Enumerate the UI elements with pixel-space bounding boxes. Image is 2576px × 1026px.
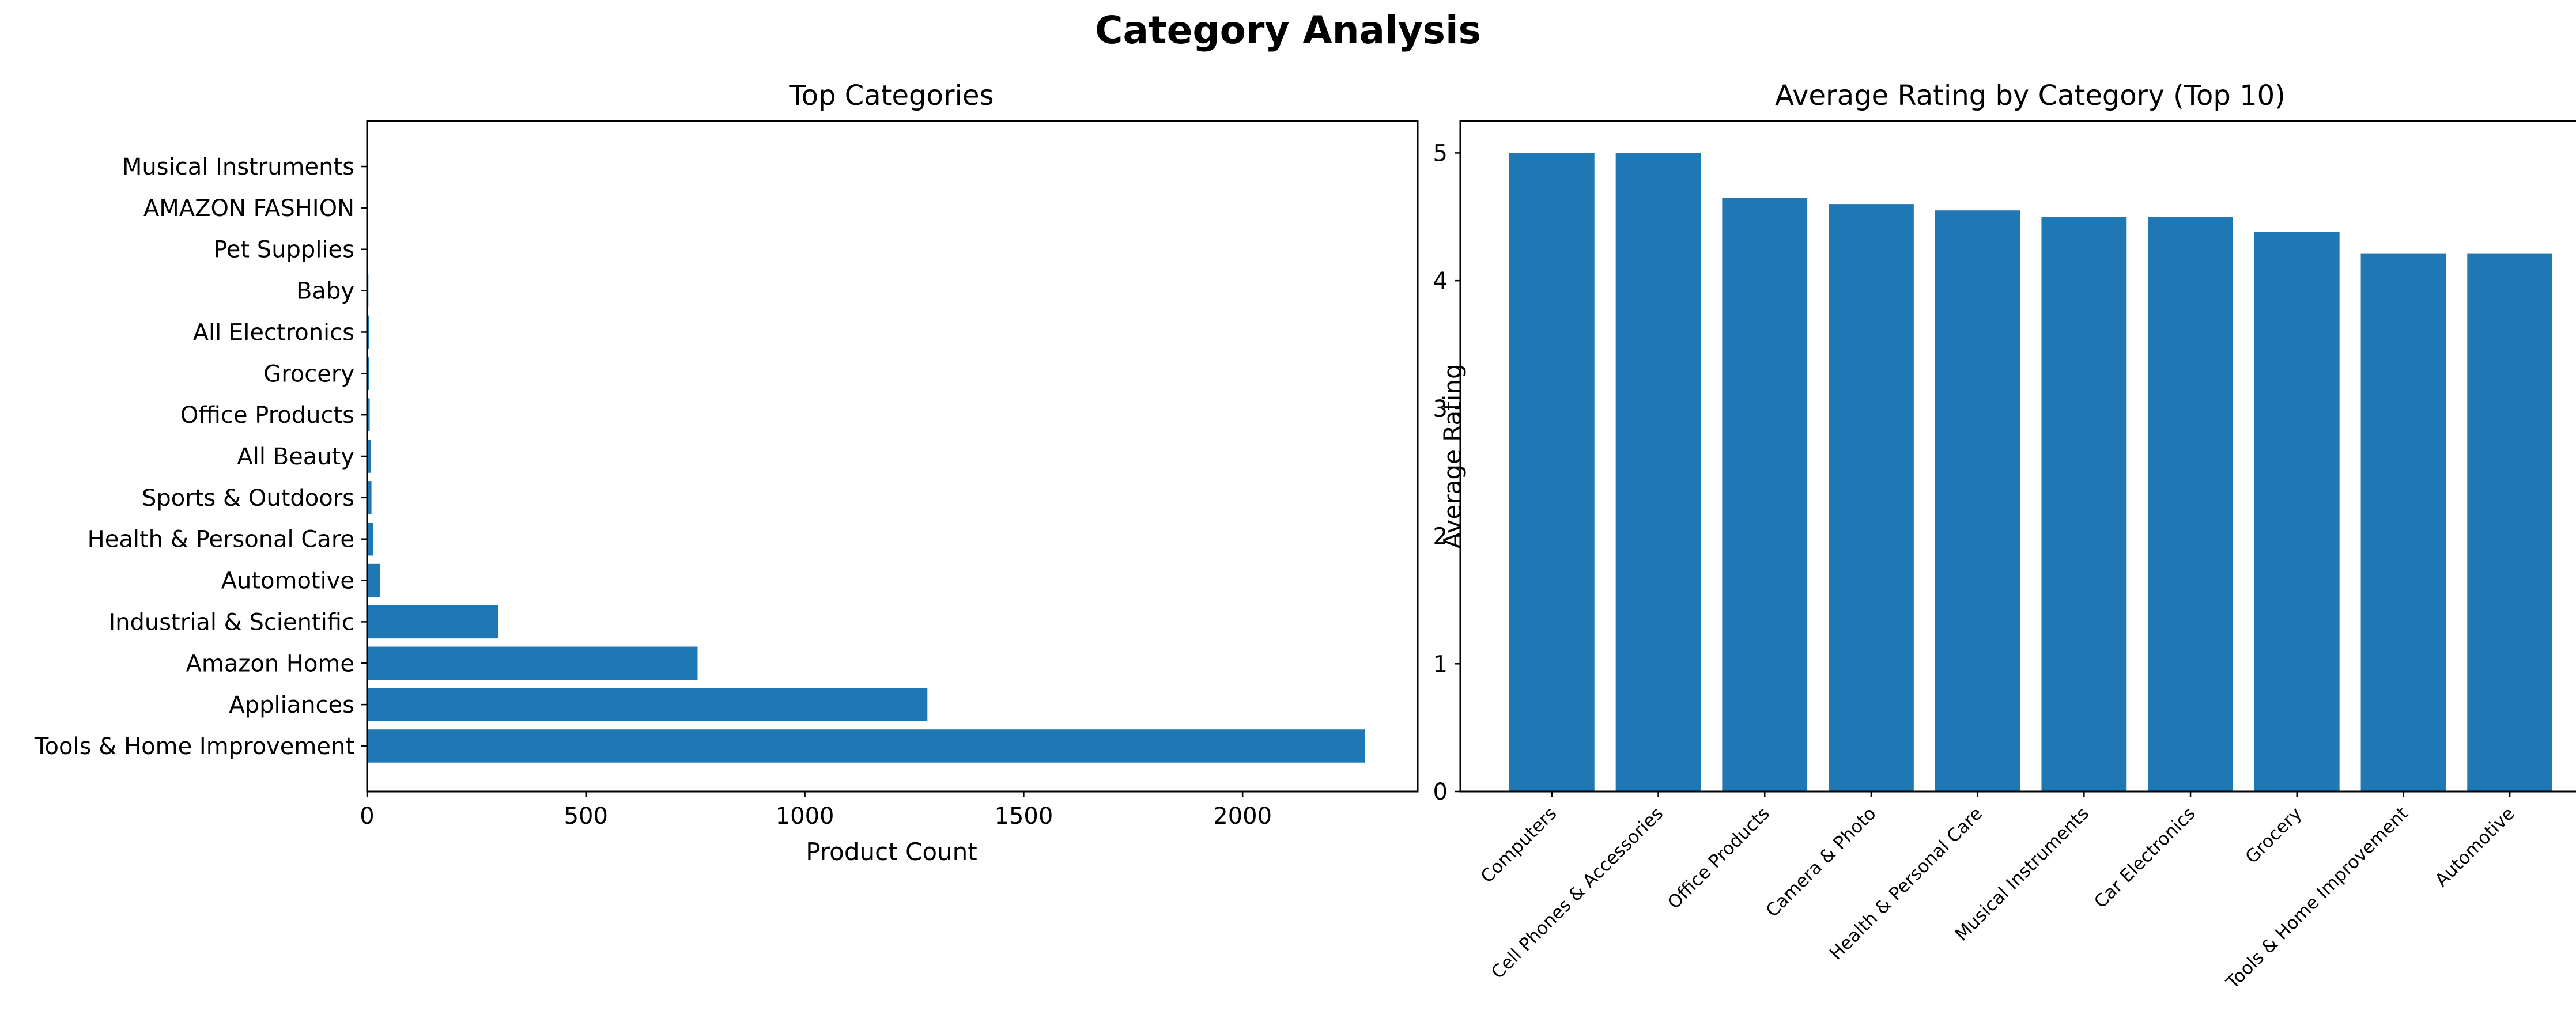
right-chart-bar [1935,210,2020,792]
right-chart-bar [1615,153,1701,792]
left-chart-y-tick-label: All Beauty [237,444,354,470]
right-chart-bar [1829,204,1914,792]
left-chart-x-tick-label: 500 [564,803,608,830]
left-chart-y-tick-label: Industrial & Scientific [108,609,354,635]
right-chart-y-ticks: 0 1 2 3 4 5 [1433,140,1460,805]
right-chart-title: Average Rating by Category (Top 10) [1775,79,2286,112]
left-chart-y-tick-label: Office Products [180,402,354,429]
left-chart-y-tick-label: Musical Instruments [122,154,354,180]
left-chart-y-tick-label: Appliances [229,692,354,718]
right-chart-bars [1509,153,2553,792]
left-chart-x-tick-label: 1000 [776,803,834,830]
left-chart-bar [367,646,698,680]
left-chart-x-ticks: 0 500 1000 1500 2000 [360,792,1272,830]
right-chart-x-tick-label: Computers [1477,803,1561,887]
right-chart: Average Rating by Category (Top 10) 0 1 2 3… [1433,79,2576,994]
left-chart-y-tick-label: AMAZON FASHION [143,195,354,222]
right-chart-frame [1459,120,2576,793]
left-chart-bars [367,150,1365,763]
left-chart-y-tick-label: All Electronics [193,319,354,346]
left-chart-bar [367,522,373,556]
left-chart-bar [367,688,928,721]
right-chart-bar [2041,217,2127,792]
left-chart: Top Categories Tools & Home Improvement A… [34,79,1419,866]
left-chart-y-tick-label: Automotive [221,568,354,595]
left-chart-y-tick-label: Pet Supplies [213,237,354,263]
left-chart-y-tick-label: Amazon Home [186,650,355,677]
left-chart-bar [367,440,371,473]
right-chart-y-tick-label: 4 [1433,268,1448,294]
right-chart-x-tick-label: Car Electronics [2090,803,2200,913]
left-chart-x-tick-label: 1500 [994,803,1053,830]
left-chart-y-tick-label: Sports & Outdoors [142,485,354,512]
right-chart-y-axis-label: Average Rating [1438,364,1467,548]
right-chart-x-tick-label: Tools & Home Improvement [2222,803,2412,993]
left-chart-bar [367,357,369,391]
left-chart-bar [367,481,372,514]
left-chart-bar [367,605,498,639]
right-chart-y-tick-label: 3 [1433,396,1448,422]
left-chart-bar [367,563,380,597]
left-chart-y-tick-label: Baby [296,278,354,305]
left-chart-bar [367,729,1365,763]
right-chart-x-tick-label: Cell Phones & Accessories [1487,803,1667,983]
right-chart-bar [2148,217,2233,792]
right-chart-y-tick-label: 0 [1433,779,1448,805]
right-chart-y-tick-label: 2 [1433,524,1448,550]
left-chart-bar [367,315,369,349]
right-chart-y-tick-label: 5 [1433,140,1448,166]
right-chart-x-tick-label: Automotive [2431,803,2519,891]
figure-title: Category Analysis [1095,8,1481,52]
right-chart-bar [2467,253,2553,792]
left-chart-x-tick-label: 0 [360,803,374,830]
left-chart-x-axis-label: Product Count [806,838,977,866]
right-chart-bar [2360,253,2446,792]
left-chart-title: Top Categories [789,79,994,112]
right-chart-x-tick-label: Office Products [1664,803,1774,913]
right-chart-bar [1509,153,1595,792]
right-chart-y-tick-label: 1 [1433,651,1448,677]
left-chart-bar [367,398,370,431]
right-chart-x-tick-label: Camera & Photo [1762,803,1880,921]
left-chart-x-tick-label: 2000 [1213,803,1272,830]
left-chart-y-tick-label: Tools & Home Improvement [34,733,354,760]
left-chart-y-ticks: Tools & Home Improvement Appliances Amazon… [34,154,367,760]
left-chart-y-tick-label: Health & Personal Care [88,527,354,553]
left-chart-y-tick-label: Grocery [263,361,354,387]
right-chart-bar [2254,232,2340,792]
right-chart-bar [1722,198,1808,792]
right-chart-x-tick-label: Grocery [2241,803,2306,868]
